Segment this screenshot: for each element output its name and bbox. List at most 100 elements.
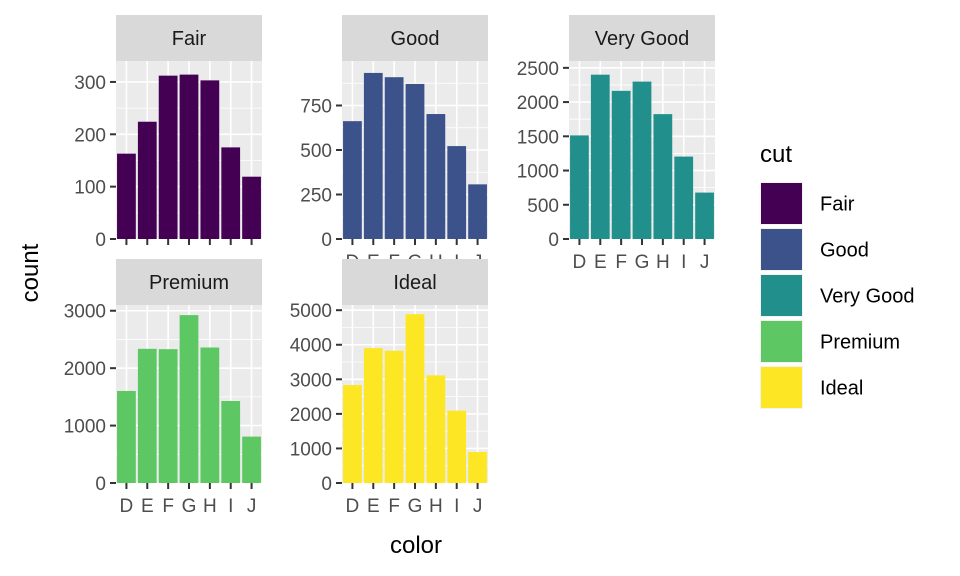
y-tick-label: 2000: [290, 405, 332, 426]
x-axis-title: color: [390, 532, 442, 559]
x-tick-label: E: [367, 496, 380, 517]
x-tick-label: H: [656, 252, 670, 273]
bar-very-good-J: [695, 192, 714, 239]
y-tick-label: 100: [74, 178, 106, 199]
bar-fair-F: [158, 75, 178, 240]
bar-fair-D: [117, 153, 136, 239]
facet-panels: Fair0100200300Good0250500750DEFGHIJVery …: [64, 15, 715, 517]
bar-fair-G: [179, 74, 199, 240]
bar-premium-H: [200, 347, 220, 483]
y-tick-label: 2000: [517, 93, 559, 114]
x-tick-label: E: [594, 252, 607, 273]
y-axis-title: count: [17, 243, 44, 302]
y-tick-label: 1000: [290, 439, 332, 460]
bar-premium-D: [117, 390, 136, 483]
facet-strip-label: Ideal: [393, 272, 436, 294]
y-tick-label: 0: [95, 230, 106, 251]
legend-swatch-fair: [761, 183, 802, 224]
y-tick-label: 2000: [64, 359, 106, 380]
x-tick-label: G: [182, 496, 197, 517]
y-tick-label: 300: [74, 73, 106, 94]
bar-ideal-E: [363, 348, 383, 483]
x-tick-label: E: [141, 496, 154, 517]
legend-swatch-very-good: [761, 275, 802, 316]
bar-very-good-F: [611, 90, 631, 239]
x-tick-label: D: [120, 496, 134, 517]
y-tick-label: 1000: [517, 162, 559, 183]
bar-very-good-G: [632, 81, 652, 239]
bar-good-J: [468, 184, 487, 239]
y-tick-label: 0: [321, 474, 332, 495]
bar-good-E: [363, 72, 383, 240]
x-tick-label: I: [454, 496, 459, 517]
bar-very-good-E: [590, 74, 610, 239]
bar-ideal-J: [468, 452, 487, 483]
x-tick-label: F: [162, 496, 174, 517]
facet-strip-label: Premium: [149, 272, 229, 294]
bar-premium-F: [158, 349, 178, 483]
y-tick-label: 5000: [290, 301, 332, 322]
bar-ideal-H: [426, 375, 446, 483]
x-tick-label: D: [573, 252, 587, 273]
facet-panel-very-good: Very Good 0 500 1000 1500 2000 2500 D E F G H I J: [517, 15, 715, 273]
y-tick-label: 500: [527, 196, 559, 217]
legend-label-fair: Fair: [820, 194, 855, 216]
x-tick-label: D: [346, 496, 360, 517]
facet-strip-premium: [116, 259, 262, 305]
facet-panel-good: Good0250500750DEFGHIJ: [300, 15, 488, 273]
y-tick-label: 1000: [64, 417, 106, 438]
facet-strip-fair: [116, 15, 262, 61]
bar-good-I: [447, 146, 467, 239]
y-tick-label: 3000: [64, 302, 106, 323]
legend-swatch-good: [761, 229, 802, 270]
bar-very-good-H: [653, 114, 673, 239]
y-tick-label: 750: [300, 97, 332, 118]
x-tick-label: G: [408, 496, 423, 517]
x-tick-label: I: [228, 496, 233, 517]
x-tick-label: H: [429, 496, 443, 517]
bar-ideal-I: [447, 410, 467, 483]
bar-good-F: [384, 77, 404, 239]
facet-panel-ideal: Ideal 0 1000 2000 3000 4000 5000 D E F G H I J: [290, 259, 488, 517]
bar-very-good-D: [570, 135, 589, 239]
facet-strip-very-good: [569, 15, 715, 61]
y-tick-label: 0: [321, 230, 332, 251]
x-tick-label: G: [635, 252, 650, 273]
y-tick-label: 2500: [517, 59, 559, 80]
x-tick-label: J: [247, 496, 257, 517]
y-tick-label: 0: [95, 474, 106, 495]
facet-strip-good: [342, 15, 488, 61]
y-tick-label: 4000: [290, 336, 332, 357]
x-tick-label: H: [203, 496, 217, 517]
y-tick-label: 200: [74, 125, 106, 146]
bar-fair-J: [242, 176, 261, 239]
bar-ideal-G: [405, 314, 425, 483]
facet-strip-label: Very Good: [595, 28, 690, 50]
facet-panel-fair: Fair 0 100 200 300: [74, 15, 262, 251]
bar-premium-G: [179, 315, 199, 483]
facet-panel-premium: Premium 0 1000 2000 3000 D E F G H I J: [64, 259, 262, 517]
facet-strip-label: Fair: [172, 28, 207, 50]
bar-fair-H: [200, 80, 220, 239]
x-tick-label: F: [388, 496, 400, 517]
facet-strip-ideal: [342, 259, 488, 305]
bar-premium-E: [137, 348, 157, 483]
bar-premium-I: [221, 401, 241, 483]
bar-good-H: [426, 114, 446, 239]
bar-premium-J: [242, 436, 261, 483]
bar-ideal-F: [384, 350, 404, 483]
bar-ideal-D: [343, 385, 362, 483]
bar-fair-E: [137, 121, 157, 239]
y-tick-label: 1500: [517, 127, 559, 148]
x-tick-label: J: [700, 252, 710, 273]
legend-title: cut: [760, 141, 792, 168]
x-tick-label: J: [473, 496, 483, 517]
bar-good-G: [405, 83, 425, 239]
legend-label-ideal: Ideal: [820, 378, 863, 400]
legend-swatch-premium: [761, 321, 802, 362]
legend-label-very-good: Very Good: [820, 286, 915, 308]
legend: cut Fair Good Very Good Premium Ideal: [760, 141, 915, 409]
y-tick-label: 500: [300, 141, 332, 162]
y-tick-label: 0: [548, 230, 559, 251]
